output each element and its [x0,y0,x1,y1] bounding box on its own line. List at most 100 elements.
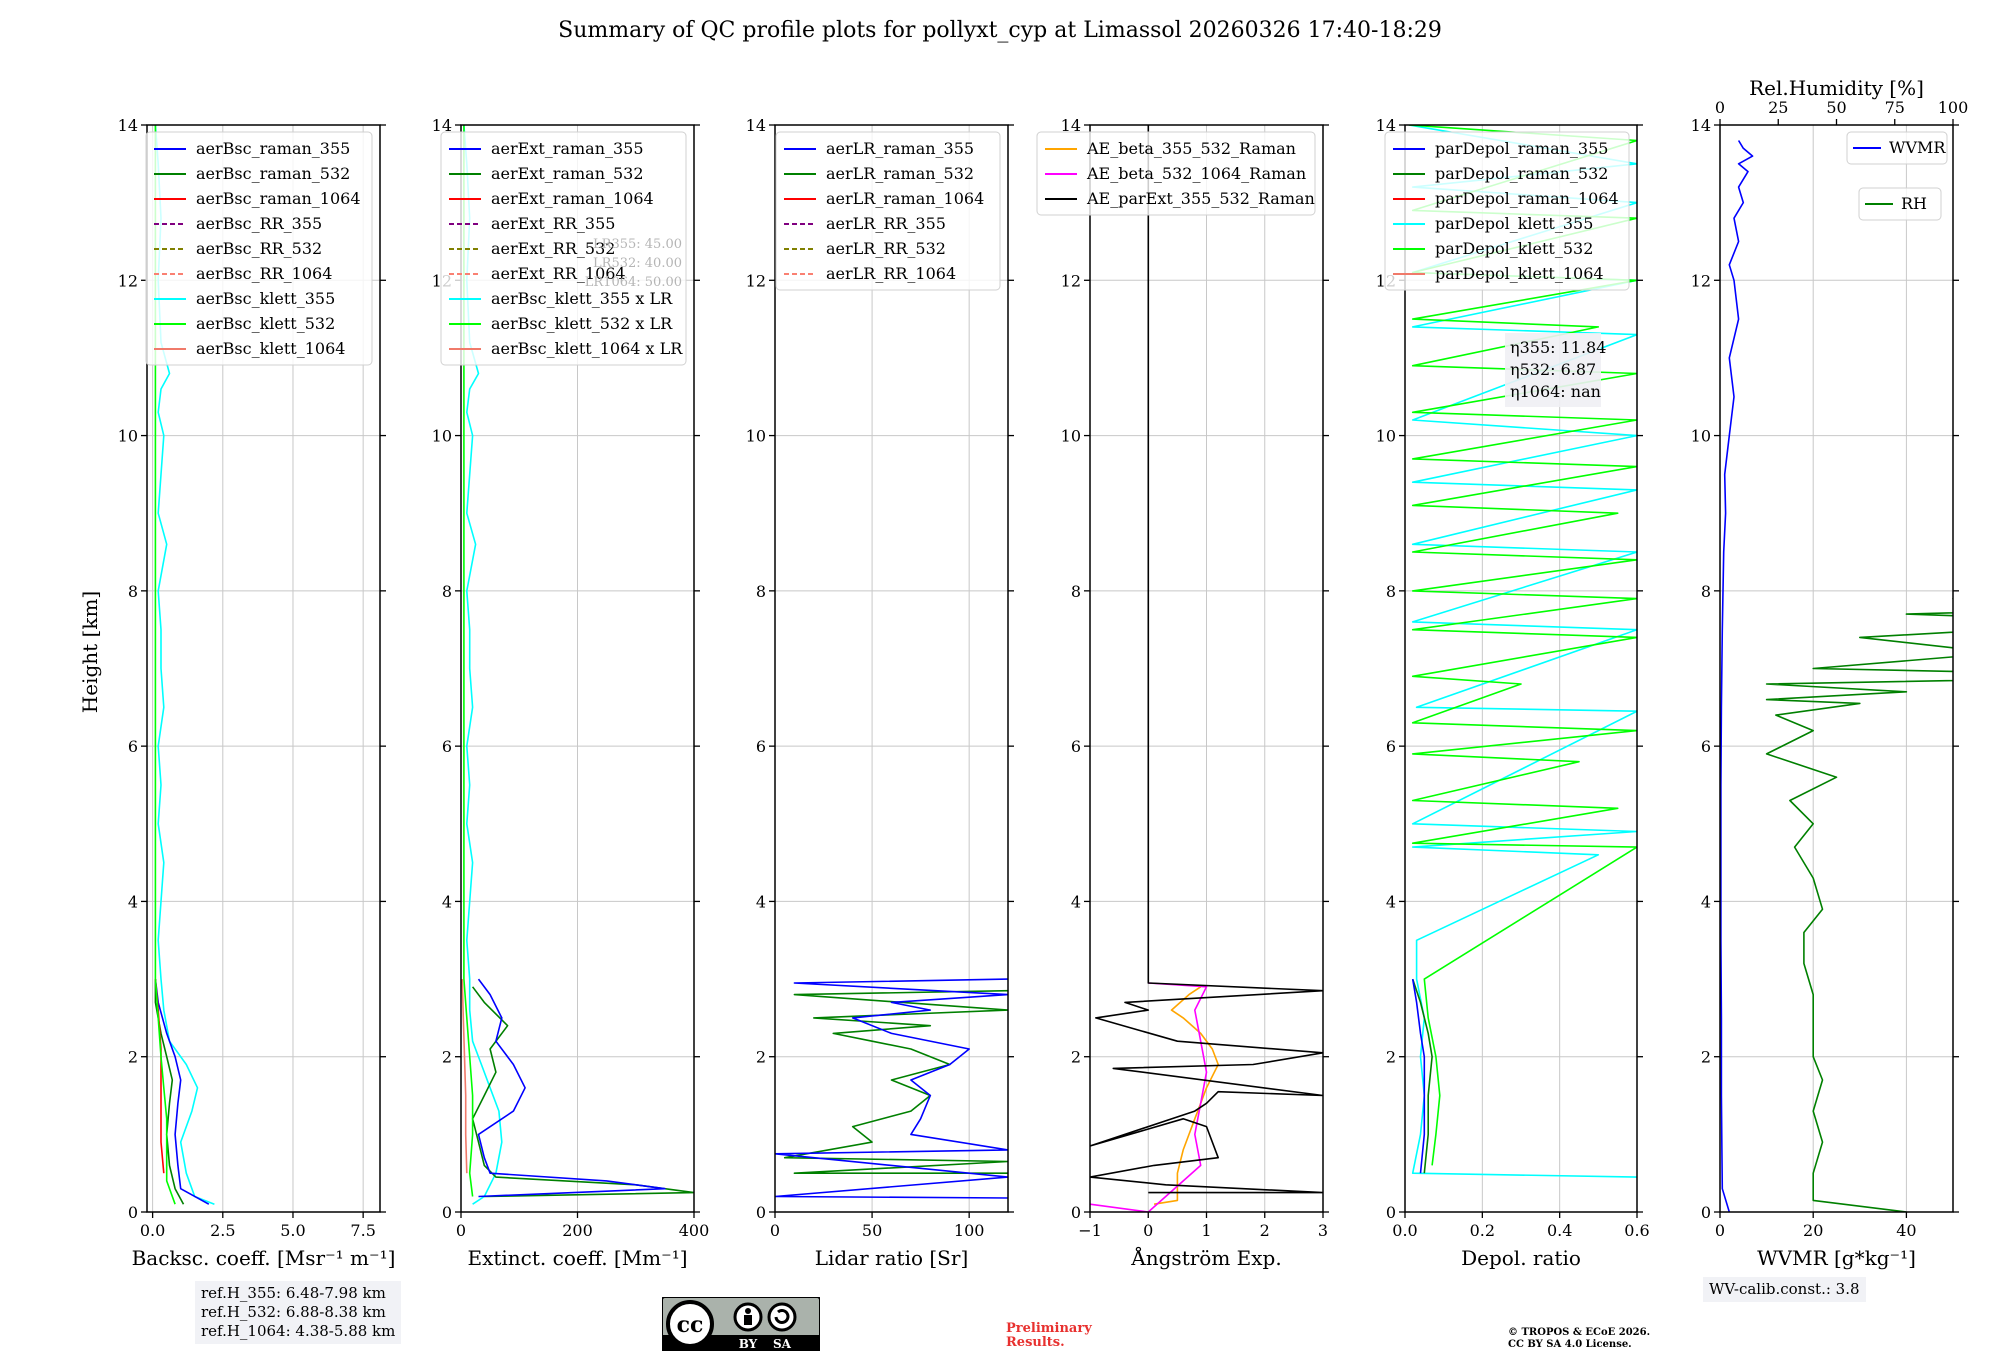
series-line-aerLR_raman_532 [783,989,1008,1174]
x-tick-label: 0.4 [1547,1221,1572,1240]
lr-annotation: LR1064: 50.00 [585,275,682,290]
legend-entry: aerBsc_klett_532 [196,314,335,333]
legend-entry: aerLR_RR_1064 [826,264,956,283]
series-group [461,125,694,1205]
y-tick-label: 14 [1061,116,1081,135]
legend-box [1858,187,1942,221]
y-tick-label: 8 [1701,582,1711,601]
y-tick-label: 8 [1386,582,1396,601]
top-x-tick-label: 25 [1768,98,1788,117]
legend-entry: aerBsc_klett_1064 x LR [491,339,683,358]
legend-entry: aerLR_raman_532 [826,164,974,183]
cc-icon: cc [677,1312,704,1338]
x-tick-label: −1 [1078,1221,1102,1240]
x-tick-label: 0.2 [1470,1221,1495,1240]
legend-entry: WVMR [1889,138,1946,157]
series-line-aerBsc_klett_355 [154,125,215,1205]
y-tick-label: 12 [118,271,138,290]
legend-entry: RH [1901,194,1927,213]
legend-entry: aerBsc_klett_1064 [196,339,345,358]
y-tick-label: 12 [746,271,766,290]
x-tick-label: 0 [770,1221,780,1240]
y-tick-label: 8 [128,582,138,601]
y-tick-label: 0 [1386,1203,1396,1222]
legend-box [440,131,687,366]
y-tick-label: 2 [756,1048,766,1067]
legend: WVMR RH [1846,131,1948,221]
x-tick-label: 7.5 [350,1221,375,1240]
legend-box [145,131,373,366]
lr-annotation: LR532: 40.00 [593,256,682,271]
y-tick-label: 4 [756,892,766,911]
legend-entry: AE_parExt_355_532_Raman [1086,189,1315,208]
axes-frame [146,124,381,1213]
legend-entry: parDepol_klett_355 [1435,214,1593,233]
series-group [1090,125,1323,1212]
y-tick-label: 10 [1061,427,1081,446]
legend: aerExt_raman_355 aerExt_raman_532 aerExt_r… [440,131,687,366]
y-tick-label: 0 [442,1203,452,1222]
legend-entry: AE_beta_532_1064_Raman [1086,164,1306,183]
y-tick-label: 10 [746,427,766,446]
legend: aerLR_raman_355 aerLR_raman_532 aerLR_rama… [775,131,1001,291]
series-line-aerBsc_klett_532 x LR [463,125,474,1197]
legend-entry: parDepol_klett_1064 [1435,264,1604,283]
y-tick-label: 4 [1386,892,1396,911]
series-line-aerLR_raman_355 [775,978,1008,1199]
y-tick-label: 12 [1691,271,1711,290]
legend-entry: aerLR_RR_355 [826,214,946,233]
y-tick-label: 2 [1071,1048,1081,1067]
legend: AE_beta_355_532_Raman AE_beta_532_1064_Ra… [1036,131,1316,216]
series-line-parDepol_raman_532 [1411,978,1433,1174]
y-tick-label: 14 [432,116,452,135]
series-line-parDepol_klett_532 [1408,125,1637,1166]
legend-entry: aerExt_raman_532 [491,164,644,183]
x-tick-label: 5.0 [280,1221,305,1240]
y-tick-label: 8 [756,582,766,601]
series-line-aerBsc_raman_355 [154,979,210,1205]
cc-by-sa-logo: cc BY SA [661,1296,821,1352]
y-tick-label: 10 [118,427,138,446]
x-tick-label: 0 [1143,1221,1153,1240]
y-tick-label: 6 [1386,737,1396,756]
legend-entry: aerBsc_klett_355 x LR [491,289,673,308]
y-tick-label: 4 [1071,892,1081,911]
x-tick-label: 0 [456,1221,466,1240]
series-line-AE_parExt_355_532_Raman [1090,125,1323,1194]
y-tick-label: 6 [1701,737,1711,756]
top-x-axis-label: Rel.Humidity [%] [1749,76,1924,100]
legend-entry: parDepol_raman_532 [1435,164,1608,183]
y-tick-label: 0 [1071,1203,1081,1222]
legend-entry: aerBsc_RR_355 [196,214,322,233]
y-tick-label: 14 [1376,116,1396,135]
y-tick-label: 0 [1701,1203,1711,1222]
x-tick-label: 0 [1715,1221,1725,1240]
y-tick-label: 2 [128,1048,138,1067]
top-x-tick-label: 0 [1715,98,1725,117]
legend-entry: aerLR_raman_1064 [826,189,984,208]
eta-annotation: η532: 6.87 [1510,360,1596,379]
y-axis-label: Height [km] [78,591,102,713]
panel-3: 0 2 4 6 8 10 12 14 0 50 100 Lidar ratio [Sr] aerLR_r… [746,116,1014,1270]
sa-label: SA [773,1337,792,1351]
series-group [1720,140,1953,1212]
y-tick-label: 10 [1691,427,1711,446]
y-tick-label: 4 [442,892,452,911]
x-axis-label: Lidar ratio [Sr] [815,1246,969,1270]
legend-entry: aerBsc_raman_532 [196,164,350,183]
y-tick-label: 6 [442,737,452,756]
legend-box [1384,131,1630,291]
top-x-tick-label: 50 [1826,98,1846,117]
x-tick-label: 2 [1260,1221,1270,1240]
legend-entry: aerBsc_RR_1064 [196,264,332,283]
panel-2: 024681012140200400Extinct. coeff. [Mm⁻¹]… [432,116,710,1270]
x-axis-label: Ångström Exp. [1130,1245,1281,1270]
legend-entry: parDepol_raman_355 [1435,139,1608,158]
y-tick-label: 14 [746,116,766,135]
series-line-aerBsc_klett_355 x LR [463,125,503,1205]
x-tick-label: 0.0 [1392,1221,1417,1240]
y-tick-label: 6 [1071,737,1081,756]
by-label: BY [739,1337,758,1351]
